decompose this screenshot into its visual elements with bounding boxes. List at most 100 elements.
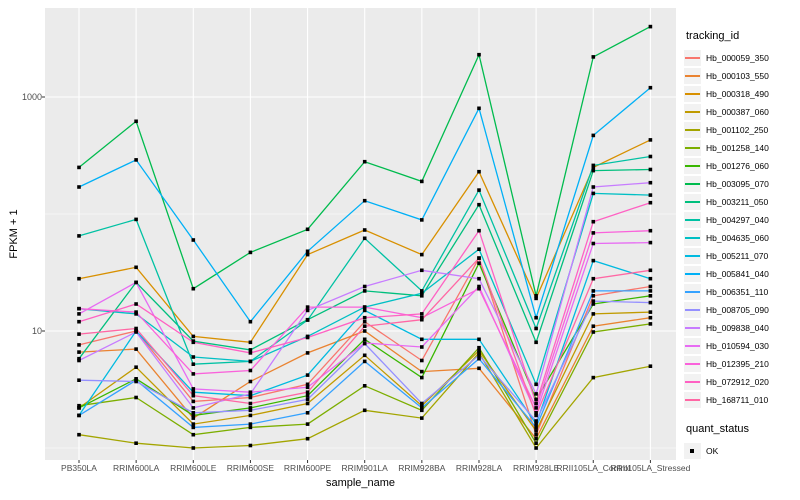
legend-item-label: Hb_168711_010 [706,395,769,405]
data-point [648,200,653,205]
data-point [420,179,424,184]
line-swatch-color [685,129,700,131]
data-point [134,302,138,306]
data-point [648,315,653,320]
legend-item-label: OK [706,446,719,456]
data-point [591,299,596,303]
data-point [362,284,367,289]
line-swatch [684,86,701,102]
line-swatch-color [685,273,700,275]
x-tick-label: PB350LA [61,463,97,473]
data-point [477,351,481,355]
line-swatch [684,68,701,84]
data-point [420,218,424,222]
data-point [591,289,596,293]
line-swatch-color [685,291,700,293]
legend-item-label: Hb_001102_250 [706,125,769,135]
data-point [648,180,653,185]
x-axis-title: sample_name [325,477,396,489]
data-point [362,305,367,309]
line-swatch [684,266,701,282]
data-point [648,228,653,233]
data-point [134,347,138,351]
data-point [77,185,81,189]
legend-item-label: Hb_004297_040 [706,215,769,225]
data-point [534,419,538,423]
data-point [248,413,253,418]
data-point [191,286,196,291]
data-point [305,308,310,313]
data-point [77,378,81,382]
data-point [362,319,367,324]
legend-item-Hb_004297_040: Hb_004297_040 [684,211,798,229]
line-swatch-color [685,93,700,95]
legend-item-label: Hb_072912_020 [706,377,769,387]
data-point [362,384,367,388]
data-point [305,411,310,415]
data-point [420,289,424,293]
data-point [305,335,310,340]
data-point [191,390,196,394]
y-axis-title: FPKM + 1 [8,209,20,259]
legend-item-label: Hb_010594_030 [706,341,769,351]
legend-title-tracking-id: tracking_id [686,30,740,42]
legend-item-Hb_003095_070: Hb_003095_070 [684,175,798,193]
data-point [648,364,653,368]
data-point [591,302,596,306]
data-point [77,319,81,324]
line-swatch-color [685,57,700,59]
data-point [648,154,653,159]
data-point [477,337,481,342]
data-point [420,315,424,320]
data-point [191,416,196,420]
data-point [248,443,253,448]
data-point [591,312,596,316]
data-point [534,392,538,396]
data-point [534,401,538,406]
data-point [77,403,81,408]
data-point [362,236,367,241]
data-point [191,446,196,450]
data-point [477,284,481,289]
data-point [534,446,538,450]
line-swatch [684,122,701,138]
data-point [477,348,481,353]
data-point [248,390,253,394]
legend-item-label: Hb_003095_070 [706,179,769,189]
data-point [248,406,253,410]
data-point [648,284,653,289]
data-point [420,375,424,380]
data-point [477,169,481,174]
legend-tracking-items: Hb_000059_350 Hb_000103_550 Hb_000318_490 H… [684,49,798,409]
legend-item-label: Hb_005211_070 [706,251,769,261]
line-swatch-color [685,165,700,167]
data-point [648,289,653,293]
legend-title-quant-status: quant_status [686,423,749,435]
data-point [534,397,538,402]
data-point [477,345,481,350]
legend-item-Hb_010594_030: Hb_010594_030 [684,337,798,355]
data-point [305,393,310,398]
line-swatch [684,356,701,372]
line-swatch-color [685,237,700,239]
line-swatch [684,140,701,156]
line-swatch [684,248,701,264]
data-point [362,359,367,364]
data-point [362,353,367,358]
data-point [191,422,196,426]
data-point [305,436,310,441]
data-point [534,326,538,331]
data-point [305,249,310,254]
legend-item-Hb_012395_210: Hb_012395_210 [684,355,798,373]
black-square-point-icon [690,449,694,453]
data-point [305,252,310,257]
data-point [477,366,481,371]
data-point [591,191,596,196]
data-point [534,296,538,301]
data-point [134,217,138,222]
data-point [591,165,596,170]
x-tick-label: RRIM928LA [455,463,503,473]
data-point [362,315,367,320]
